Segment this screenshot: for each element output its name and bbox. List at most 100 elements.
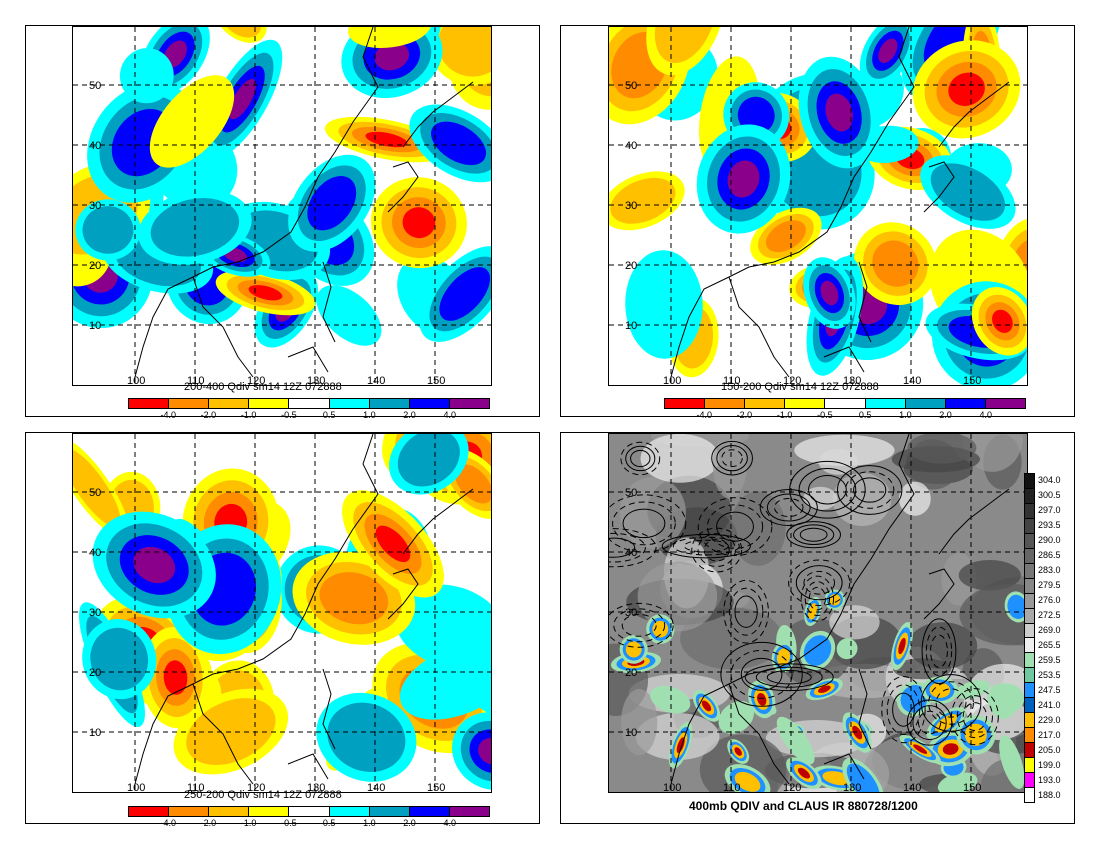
coastline (670, 27, 1010, 378)
lat-tick-label: 40 (89, 547, 101, 559)
colorbar-label: 279.5 (1038, 579, 1061, 590)
colorbar-label: 229.0 (1038, 714, 1061, 725)
colorbar-swatch (1025, 638, 1034, 654)
contour-fill (878, 38, 898, 64)
colorbar-label: 293.5 (1038, 519, 1061, 530)
lat-tick-label: 20 (625, 667, 637, 679)
colorbar-label: 304.0 (1038, 474, 1061, 485)
colorbar-swatch (1025, 728, 1034, 744)
lon-tick-label: 130 (843, 782, 861, 793)
colorbar-label: 253.5 (1038, 669, 1061, 680)
ir-cloud (730, 491, 786, 566)
lon-tick-label: 140 (367, 375, 385, 386)
qdiv-contour (609, 532, 646, 563)
colorbar-swatch (1025, 608, 1034, 624)
ir-cloud (712, 434, 747, 499)
colorbar-swatch (785, 399, 826, 408)
qdiv-contour (716, 511, 754, 542)
lat-tick-label: 10 (625, 727, 637, 739)
colorbar-swatch (209, 399, 250, 408)
lon-tick-label: 110 (187, 782, 205, 793)
lon-tick-label: 140 (903, 375, 921, 386)
colorbar-swatch (369, 399, 410, 408)
qdiv-contour (766, 493, 811, 522)
lat-tick-label: 10 (89, 727, 101, 739)
colorbar-label: 199.0 (1038, 759, 1061, 770)
qdiv-contour (799, 527, 828, 542)
colorbar-swatch (209, 807, 250, 816)
qdiv-contour (804, 581, 831, 617)
map-svg-1: 50 40 30 20 10 100 110 120 130 140 150 (73, 27, 491, 386)
qdiv-contour (716, 445, 748, 472)
qdiv-contour (912, 705, 947, 741)
ir-cloud (829, 605, 880, 640)
qdiv-contour (730, 649, 793, 699)
contour-fill (872, 240, 919, 287)
colorbar-swatch (945, 399, 986, 408)
qdiv-contour (808, 475, 847, 505)
colorbar-label: 0.5 (322, 410, 336, 420)
lat-tick-label: 30 (625, 607, 637, 619)
colorbar-swatch (825, 399, 866, 408)
qdiv-contour (935, 688, 967, 718)
contour-fill (999, 735, 1025, 789)
lat-tick-label: 30 (89, 200, 101, 212)
colorbar-swatch (329, 399, 370, 408)
qdiv-contour (892, 692, 915, 727)
contour-fill (454, 464, 491, 504)
contour-fill (676, 737, 685, 754)
lon-tick-label: 110 (187, 375, 205, 386)
ir-colorbar (1024, 473, 1035, 803)
colorbar-label: 4.0 (443, 410, 457, 420)
contour-fill (825, 93, 853, 132)
lon-tick-label: 150 (963, 782, 981, 793)
contour-fill (727, 160, 760, 198)
ir-cloud (640, 434, 720, 483)
colorbar-swatch (1025, 668, 1034, 684)
contour-fill (987, 683, 1017, 719)
qdiv-contour (609, 537, 636, 558)
colorbar-swatch (289, 807, 330, 816)
colorbar-label: 286.5 (1038, 549, 1061, 560)
qdiv-contour (697, 497, 773, 557)
qdiv-contour (803, 570, 835, 595)
colorbar-label: 290.0 (1038, 534, 1061, 545)
colorbar-swatch (369, 807, 410, 816)
contour-fill (757, 692, 767, 706)
contour-fill (852, 725, 863, 740)
contour-fill (119, 48, 174, 104)
contour-fill (937, 772, 978, 792)
qdiv-contour (800, 575, 835, 622)
colorbar-swatch (129, 807, 170, 816)
panel-bottom-left: 50 40 30 20 10 100 110 120 130 140 150 250-200 Qdi… (25, 432, 540, 828)
panel-title: 250-200 Qdiv sm14 12Z 072888 (184, 789, 342, 801)
contour-fill (220, 27, 262, 38)
contour-fill (654, 27, 716, 64)
qdiv-contour (625, 445, 656, 472)
colorbar-swatch (249, 399, 290, 408)
colorbar-swatch (1025, 788, 1034, 802)
contour-fill (765, 220, 806, 253)
colorbar-label: -2.0 (736, 410, 753, 420)
ir-cloud (907, 622, 978, 670)
colorbar-swatch (1025, 593, 1034, 609)
colorbar-swatch (1025, 698, 1034, 714)
panel-title: 200-400 Qdiv sm14 12Z 072888 (184, 381, 342, 393)
qdiv-contour (921, 618, 957, 685)
contour-fill (229, 78, 257, 120)
colorbar-label: 193.0 (1038, 774, 1061, 785)
contour-fill (73, 448, 121, 528)
colorbar-swatch (169, 807, 210, 816)
colorbar-label: 297.0 (1038, 504, 1061, 515)
qdiv-contour (853, 477, 887, 503)
contour-fill (469, 729, 491, 773)
colorbar-swatch (1025, 503, 1034, 519)
qdiv-contour (621, 613, 657, 637)
qdiv-contour (836, 465, 903, 515)
lat-tick-label: 10 (89, 320, 101, 332)
colorbar-label: -4.0 (160, 818, 176, 828)
contour-fill (307, 176, 357, 231)
lat-tick-label: 20 (89, 260, 101, 272)
contour-fill (82, 206, 134, 254)
lon-tick-label: 100 (127, 782, 145, 793)
